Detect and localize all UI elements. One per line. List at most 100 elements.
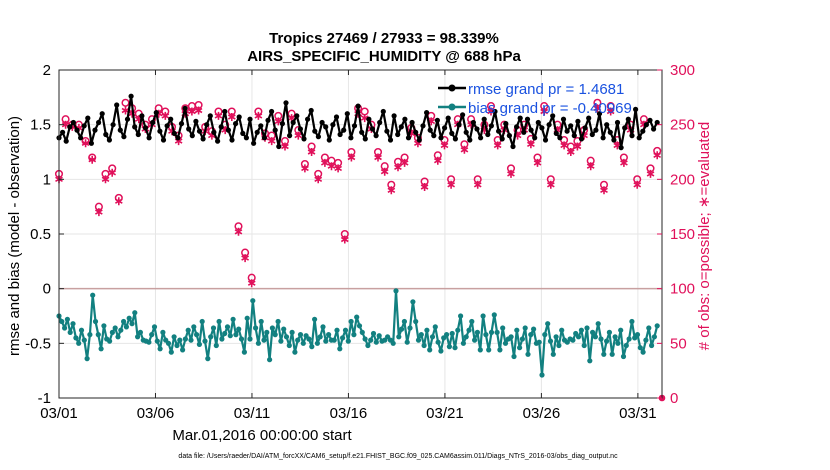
rmse-point — [647, 117, 653, 123]
rmse-point — [420, 123, 426, 129]
bias-point — [494, 329, 500, 335]
rmse-point — [564, 128, 570, 134]
rmse-point — [146, 135, 152, 141]
bias-point — [261, 337, 267, 343]
obs-evaluated-marker — [108, 168, 117, 177]
y-axis-label: rmse and bias (model - observation) — [6, 116, 23, 356]
bias-point — [643, 337, 649, 343]
rmse-point — [452, 136, 458, 142]
y-right-tick-label: 200 — [670, 171, 695, 188]
bias-point — [129, 321, 135, 327]
bias-line — [58, 289, 659, 377]
bias-point — [570, 337, 576, 343]
rmse-point — [178, 121, 185, 127]
rmse-point — [196, 128, 203, 134]
y-tick-label: 0.5 — [30, 226, 51, 243]
bias-point — [483, 332, 489, 338]
bias-point — [429, 334, 436, 340]
obs-evaluated-marker — [194, 106, 203, 115]
rmse-point — [539, 125, 545, 131]
bias-point — [165, 340, 172, 346]
rmse-point — [654, 119, 660, 126]
bias-point — [592, 334, 599, 340]
bias-point — [480, 313, 486, 319]
bias-point — [525, 351, 531, 357]
obs-evaluated-marker — [307, 148, 316, 156]
bias-point — [502, 340, 509, 346]
rmse-point — [596, 111, 603, 117]
bias-point — [185, 327, 191, 333]
rmse-point — [103, 131, 109, 138]
rmse-point — [607, 129, 613, 135]
rmse-point — [168, 116, 174, 122]
legend: rmse grand pr = 1.4681 bias grand pr = -… — [438, 81, 632, 117]
bias-point — [171, 334, 177, 340]
rmse-point — [283, 100, 289, 106]
rmse-point — [550, 113, 556, 119]
rmse-series — [56, 93, 660, 151]
obs-evaluated-marker — [294, 131, 303, 140]
rmse-point — [611, 137, 617, 143]
rmse-point — [560, 116, 567, 122]
bias-point — [253, 325, 259, 331]
rmse-point — [366, 116, 372, 122]
rmse-point — [279, 121, 285, 127]
obs-evaluated-marker — [81, 139, 90, 148]
rmse-point — [542, 137, 549, 143]
bias-point — [404, 339, 410, 345]
obs-evaluated-marker — [600, 186, 608, 195]
rmse-point — [88, 140, 94, 146]
obs-possible-marker — [360, 107, 369, 116]
bias-point — [359, 329, 365, 335]
bias-point — [199, 318, 205, 325]
bias-point — [188, 337, 194, 343]
bias-point — [472, 337, 478, 343]
rmse-point — [186, 126, 192, 132]
bias-point — [300, 340, 306, 346]
rmse-point — [276, 143, 282, 150]
bias-point — [238, 336, 245, 342]
bias-point — [508, 334, 514, 340]
bias-point — [227, 333, 233, 339]
rmse-point — [633, 106, 639, 112]
bias-point — [326, 332, 332, 338]
bias-point — [351, 332, 357, 338]
obs-evaluated-marker — [340, 235, 349, 244]
rmse-point — [308, 107, 314, 114]
obs-evaluated-marker — [646, 169, 655, 178]
rmse-point — [395, 131, 401, 138]
bias-point — [623, 342, 629, 349]
rmse-point — [139, 113, 145, 119]
bias-point — [115, 334, 121, 340]
bias-point — [90, 292, 96, 298]
x-tick-label: 03/21 — [426, 405, 464, 422]
bias-point — [219, 336, 225, 342]
bias-point — [413, 318, 419, 325]
bias-point — [612, 334, 618, 340]
bias-point — [76, 340, 82, 346]
rmse-point — [524, 116, 531, 122]
rmse-point — [251, 140, 257, 146]
rmse-point — [460, 112, 466, 118]
bias-point — [340, 335, 346, 341]
rmse-point — [496, 128, 502, 134]
bias-point — [500, 325, 506, 331]
bias-point — [559, 327, 565, 333]
rmse-point — [333, 114, 340, 120]
bias-point — [59, 318, 65, 325]
bias-point — [269, 325, 275, 331]
obs-evaluated-marker — [527, 140, 535, 149]
rmse-point — [92, 127, 98, 133]
rmse-point — [362, 136, 368, 142]
rmse-point — [200, 136, 206, 142]
bias-point — [168, 349, 174, 355]
rmse-point — [269, 108, 275, 115]
obs-evaluated-marker — [473, 180, 482, 189]
rmse-point — [445, 115, 451, 121]
bias-point — [401, 318, 407, 325]
bias-point — [455, 327, 461, 333]
rmse-point — [78, 135, 84, 141]
obs-evaluated-marker — [314, 175, 323, 184]
bias-point — [118, 327, 124, 333]
